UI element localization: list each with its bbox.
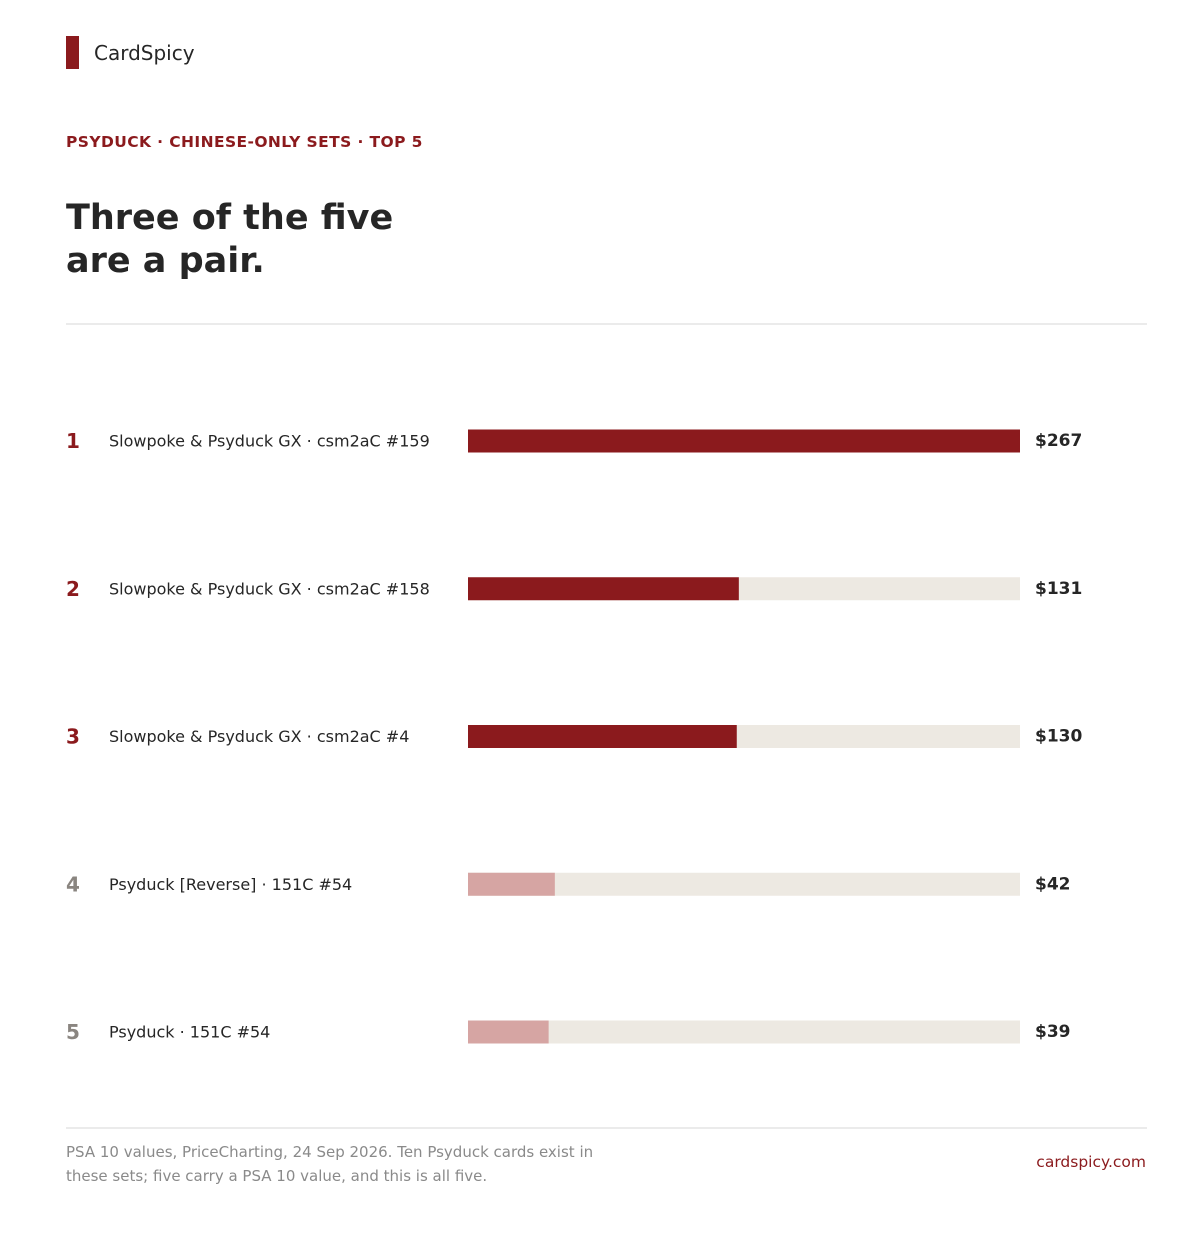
headline: Three of the five are a pair.	[66, 197, 486, 283]
value-label: $131	[1035, 579, 1082, 599]
rank-label: 2	[66, 577, 80, 601]
headline-line-2: are a pair.	[66, 241, 265, 281]
bar	[468, 1020, 549, 1044]
top-divider	[66, 323, 1147, 325]
category-label: Psyduck [Reverse] · 151C #54	[109, 875, 352, 894]
bar	[468, 429, 1020, 453]
category-label: Slowpoke & Psyduck GX · csm2aC #159	[109, 432, 430, 451]
value-label: $39	[1035, 1022, 1071, 1042]
bar-track	[468, 872, 1020, 896]
rank-label: 3	[66, 725, 80, 749]
category-label: Slowpoke & Psyduck GX · csm2aC #4	[109, 727, 409, 746]
rank-label: 4	[66, 872, 80, 896]
footnote-line-2: these sets; five carry a PSA 10 value, a…	[66, 1167, 488, 1185]
headline-line-1: Three of the five	[66, 198, 394, 238]
bar	[468, 872, 555, 896]
value-label: $130	[1035, 727, 1082, 747]
value-label: $42	[1035, 874, 1071, 894]
brand-logo-mark	[66, 36, 79, 69]
brand-name: CardSpicy	[94, 40, 195, 65]
bar-track	[468, 1020, 1020, 1044]
bar	[468, 725, 737, 748]
brand: CardSpicy	[66, 36, 195, 69]
bottom-divider	[66, 1127, 1147, 1129]
bar	[468, 577, 739, 601]
category-label: Psyduck · 151C #54	[109, 1023, 270, 1042]
category-label: Slowpoke & Psyduck GX · csm2aC #158	[109, 579, 430, 598]
rank-label: 5	[66, 1020, 80, 1044]
kicker: PSYDUCK · CHINESE-ONLY SETS · TOP 5	[66, 133, 423, 151]
footnote-line-1: PSA 10 values, PriceCharting, 24 Sep 202…	[66, 1143, 594, 1161]
footnote: PSA 10 values, PriceCharting, 24 Sep 202…	[66, 1140, 646, 1188]
value-label: $267	[1035, 431, 1082, 451]
rank-label: 1	[66, 429, 80, 453]
site-link[interactable]: cardspicy.com	[1036, 1153, 1146, 1171]
